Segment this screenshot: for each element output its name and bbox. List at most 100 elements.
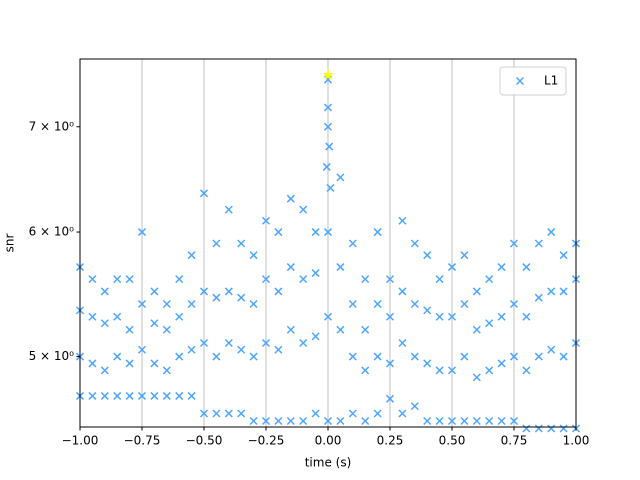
point [261, 216, 271, 225]
point [547, 287, 556, 296]
point [199, 409, 209, 418]
point [323, 312, 333, 321]
point [237, 293, 246, 302]
point [323, 103, 333, 112]
point [274, 287, 283, 296]
point [261, 416, 271, 425]
point [311, 409, 320, 418]
y-tick-label: 7 × 10⁰ [29, 119, 75, 133]
point [323, 122, 333, 131]
x-tick-label: −1.00 [62, 434, 99, 448]
point [398, 216, 407, 225]
point [559, 287, 568, 296]
point [361, 416, 370, 425]
point [224, 205, 233, 214]
point [224, 339, 233, 348]
point [100, 391, 109, 400]
point [187, 299, 196, 309]
point [249, 299, 258, 309]
point [311, 332, 320, 341]
y-axis-label: snr [3, 234, 17, 253]
point [435, 275, 444, 284]
point [137, 391, 147, 400]
y-tick-label: 6 × 10⁰ [29, 225, 75, 239]
point [348, 299, 357, 309]
point [224, 409, 233, 418]
point [100, 287, 109, 296]
point [274, 345, 283, 354]
x-tick-label: −0.50 [186, 434, 223, 448]
point [398, 409, 407, 418]
point [435, 416, 444, 425]
point [88, 391, 97, 400]
point [547, 345, 556, 354]
legend-marker [515, 76, 525, 86]
point [447, 416, 457, 425]
point [497, 312, 506, 321]
point [286, 263, 295, 272]
legend-box [499, 66, 567, 96]
point [261, 339, 271, 348]
point [125, 391, 134, 400]
point [311, 228, 320, 237]
point [286, 325, 295, 334]
point [497, 263, 506, 272]
point [325, 142, 334, 151]
point [385, 394, 395, 403]
point [509, 352, 519, 361]
x-axis-label: time (s) [305, 456, 352, 470]
point [522, 312, 531, 321]
point [187, 251, 196, 260]
point [509, 416, 519, 425]
point [534, 239, 543, 248]
point [373, 228, 382, 237]
x-tick-label: 0.00 [315, 434, 342, 448]
point [224, 287, 233, 296]
point [88, 359, 97, 368]
point [348, 409, 357, 418]
point [336, 173, 345, 182]
point [125, 359, 134, 368]
point [187, 345, 196, 354]
point [373, 299, 382, 309]
point [559, 352, 568, 361]
point [559, 424, 568, 433]
point [100, 319, 109, 328]
axes: −1.00 −0.75 −0.50 −0.25 0.00 0.25 0.50 0.75 1.00… [29, 119, 590, 447]
y-tick-label: 5 × 10⁰ [29, 349, 75, 363]
point [212, 239, 221, 248]
x-tick-label: −0.75 [124, 434, 161, 448]
point [323, 228, 333, 237]
point [299, 205, 308, 214]
point [322, 162, 331, 171]
point [88, 312, 97, 321]
point [447, 366, 457, 375]
point [485, 416, 494, 425]
point [311, 269, 320, 278]
x-tick-label: −0.25 [248, 434, 285, 448]
point [299, 339, 308, 348]
point [175, 391, 184, 400]
point [435, 312, 444, 321]
point [113, 391, 122, 400]
point [212, 352, 221, 361]
point [410, 299, 419, 309]
point [336, 416, 345, 425]
point [497, 416, 506, 425]
point [125, 275, 134, 284]
point [361, 275, 370, 284]
point [175, 312, 184, 321]
point [398, 287, 407, 296]
point [385, 275, 395, 284]
x-tick-label: 1.00 [563, 434, 590, 448]
point [435, 366, 444, 375]
point [88, 275, 97, 284]
point [150, 287, 159, 296]
point [150, 319, 159, 328]
point [534, 352, 543, 361]
legend-label: L1 [544, 74, 558, 88]
point [274, 228, 283, 237]
x-tick-label: 0.75 [501, 434, 528, 448]
point [187, 391, 196, 400]
